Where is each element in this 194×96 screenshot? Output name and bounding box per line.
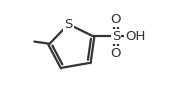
Text: O: O	[111, 47, 121, 60]
Text: OH: OH	[125, 30, 146, 43]
Text: S: S	[64, 18, 73, 31]
Text: O: O	[111, 13, 121, 26]
Text: S: S	[112, 30, 120, 43]
